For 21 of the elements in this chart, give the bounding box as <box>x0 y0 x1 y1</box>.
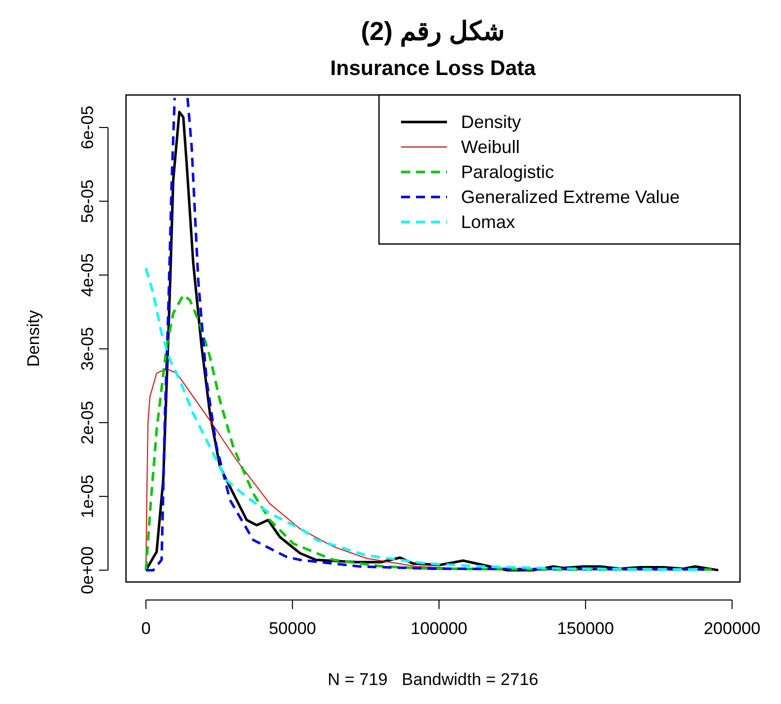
y-tick-label: 3e-05 <box>78 327 97 371</box>
legend-label: Generalized Extreme Value <box>461 187 680 207</box>
x-tick-label: 100000 <box>410 619 468 638</box>
legend-label: Lomax <box>461 212 516 232</box>
y-tick-label: 5e-05 <box>78 180 97 223</box>
y-tick-label: 0e+00 <box>78 546 97 594</box>
legend-label: Density <box>461 112 522 132</box>
x-axis-title: N = 719 Bandwidth = 2716 <box>328 670 538 689</box>
y-tick-label: 1e-05 <box>78 474 97 518</box>
y-tick-label: 2e-05 <box>78 400 97 444</box>
legend-label: Weibull <box>461 137 520 157</box>
x-tick-label: 50000 <box>268 619 316 638</box>
chart-subtitle: Insurance Loss Data <box>330 57 536 80</box>
x-tick-label: 0 <box>141 619 151 638</box>
x-tick-label: 200000 <box>704 619 760 638</box>
y-tick-label: 6e-05 <box>78 106 97 150</box>
chart-title: شكل رقم (2) <box>360 16 506 47</box>
legend-label: Paralogistic <box>461 162 554 182</box>
x-tick-label: 150000 <box>557 619 614 638</box>
y-axis-title: Density <box>24 310 43 367</box>
y-tick-label: 4e-05 <box>78 253 97 297</box>
